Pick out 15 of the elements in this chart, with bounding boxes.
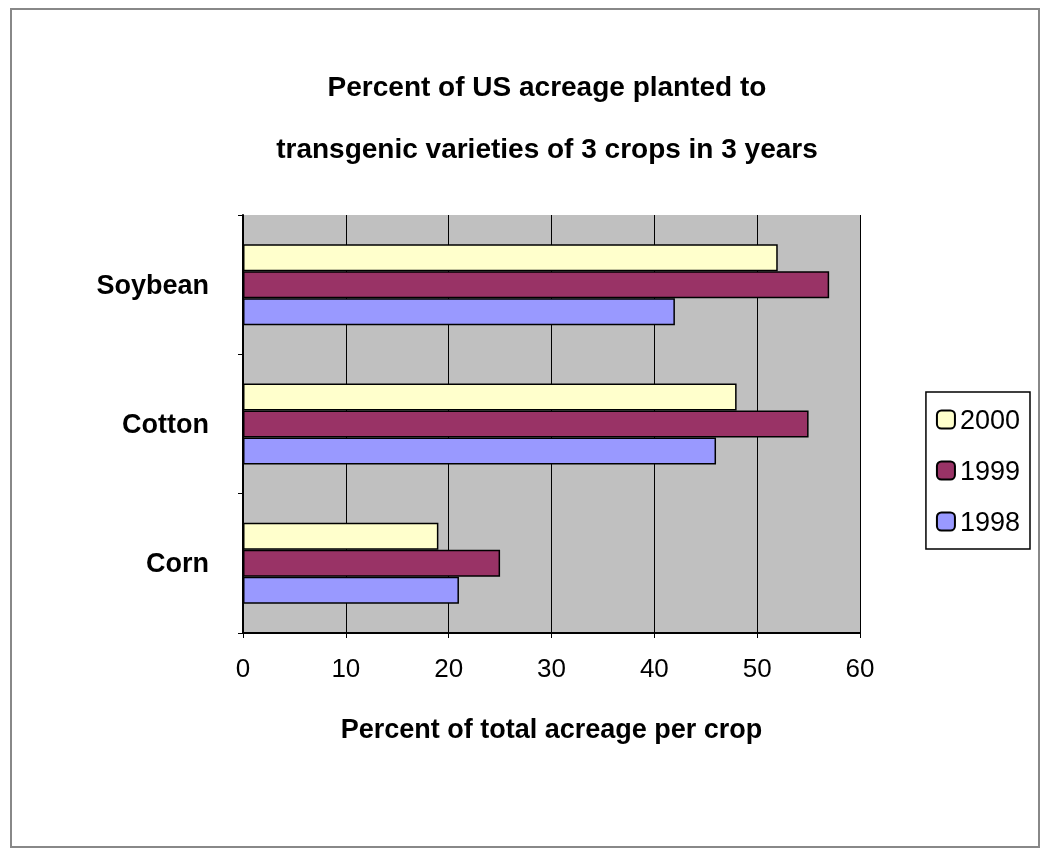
y-tick-label: Soybean	[96, 269, 209, 300]
x-tick-label: 0	[235, 653, 251, 683]
y-tick-label: Cotton	[122, 409, 209, 439]
legend-label: 1999	[959, 455, 1021, 486]
x-tick-label: 60	[845, 653, 875, 683]
chart-title: Percent of US acreage planted to transgenic varieties of 3 crops in 3 years	[276, 70, 818, 164]
legend-label: 2000	[959, 404, 1021, 435]
x-axis-title: Percent of total acreage per crop	[340, 713, 763, 744]
x-tick-label: 40	[639, 653, 669, 683]
x-tick-label: 10	[331, 653, 361, 683]
x-tick-label: 20	[434, 653, 464, 683]
legend-label: 1998	[959, 506, 1021, 537]
y-tick-label: Corn	[146, 548, 209, 579]
x-tick-label: 30	[537, 653, 566, 683]
x-tick-label: 50	[742, 653, 772, 683]
